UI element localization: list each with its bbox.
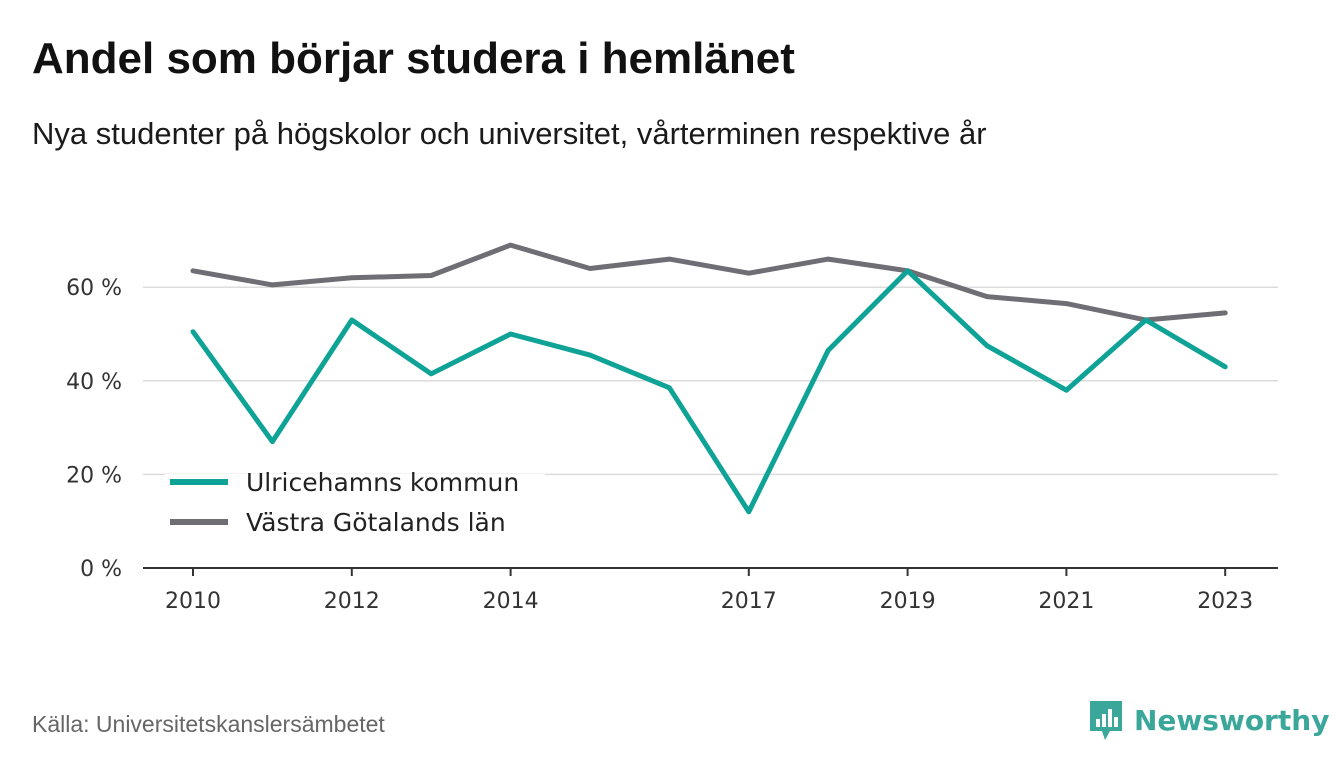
x-tick-label: 2010: [165, 589, 221, 614]
legend: Ulricehamns kommun Västra Götalands län: [165, 468, 545, 544]
y-tick-label: 60 %: [66, 276, 122, 301]
chart-subtitle: Nya studenter på högskolor och universit…: [32, 116, 987, 151]
series-line: [190, 242, 1228, 323]
series-lines: [190, 242, 1228, 515]
source-note: Källa: Universitetskanslersämbetet: [32, 711, 385, 737]
series-line: [190, 268, 1228, 515]
legend-label: Ulricehamns kommun: [246, 468, 519, 497]
x-tick-label: 2014: [483, 589, 539, 614]
y-tick-label: 20 %: [66, 463, 122, 488]
x-tick-label: 2017: [721, 589, 777, 614]
brand-name: Newsworthy: [1134, 703, 1330, 737]
legend-label: Västra Götalands län: [246, 508, 506, 537]
x-tick-label: 2012: [324, 589, 380, 614]
newsworthy-logo-icon: [1090, 701, 1122, 740]
y-tick-label: 0 %: [80, 557, 122, 582]
line-chart: 0 % 20 % 40 % 60 % 2010 2012 2014 2017 2019 2021…: [66, 242, 1278, 614]
chart-title: Andel som börjar studera i hemlänet: [32, 34, 795, 83]
y-axis-ticks: 0 % 20 % 40 % 60 %: [66, 276, 122, 582]
x-tick-label: 2021: [1038, 589, 1094, 614]
x-tick-label: 2019: [880, 589, 936, 614]
brand-logo: Newsworthy: [1088, 698, 1329, 742]
x-axis: 2010 2012 2014 2017 2019 2021 2023: [143, 567, 1278, 614]
y-tick-label: 40 %: [66, 370, 122, 395]
x-tick-label: 2023: [1197, 589, 1253, 614]
